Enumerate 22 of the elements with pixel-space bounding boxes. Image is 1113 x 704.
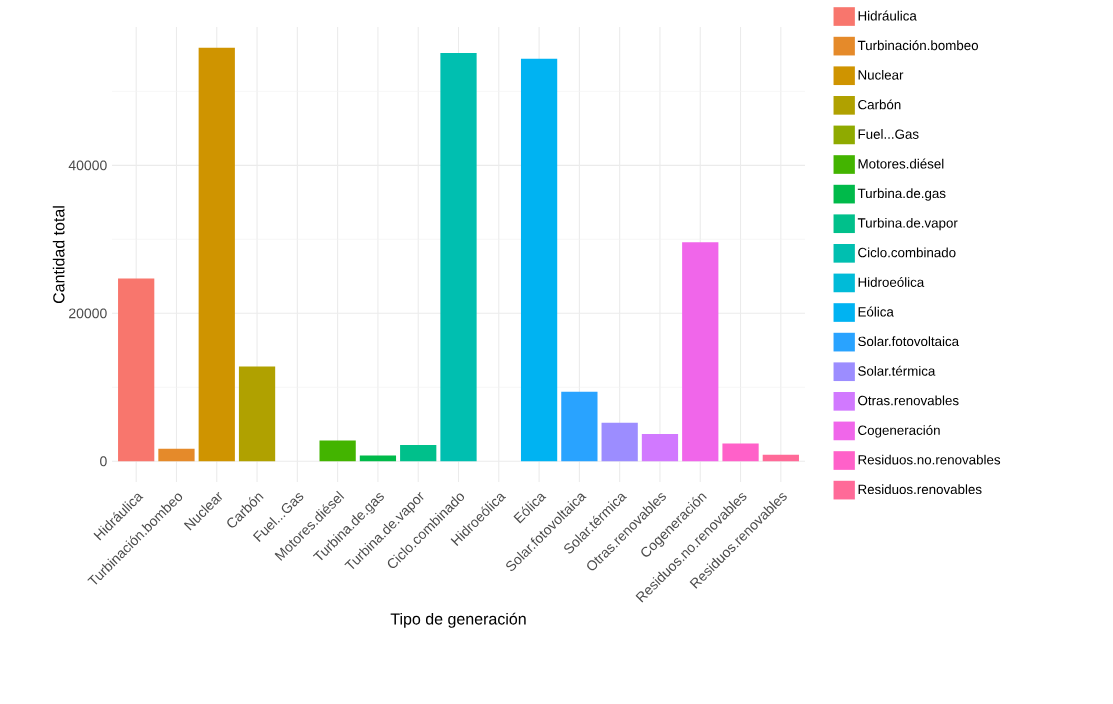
y-tick-label: 20000 — [69, 308, 107, 319]
legend-label: Residuos.no.renovables — [858, 454, 1001, 465]
legend-label: Carbón — [858, 99, 901, 110]
legend-label: Turbinación.bombeo — [857, 40, 979, 51]
legend-label: Residuos.renovables — [858, 484, 982, 495]
legend-label: Motores.diésel — [858, 158, 944, 169]
y-axis-title: Cantidad total — [52, 206, 65, 304]
legend-label: Solar.fotovoltaica — [858, 336, 960, 347]
legend-label: Hidroeólica — [858, 277, 925, 287]
legend-label: Hidráulica — [858, 10, 917, 21]
legend-label: Eólica — [858, 306, 894, 317]
y-tick-label: 0 — [100, 456, 107, 467]
legend-label: Otras.renovables — [858, 395, 959, 406]
legend-label: Ciclo.combinado — [858, 247, 956, 258]
y-tick-label: 40000 — [68, 160, 107, 171]
legend-label: Turbina.de.vapor — [857, 217, 958, 231]
legend-label: Turbina.de.gas — [857, 188, 946, 201]
legend-label: Cogeneración — [858, 425, 940, 438]
legend-label: Fuel...Gas — [858, 129, 919, 139]
x-axis-title: Tipo de generación — [390, 612, 526, 628]
legend-label: Solar.térmica — [858, 365, 936, 376]
legend-label: Nuclear — [858, 69, 904, 80]
